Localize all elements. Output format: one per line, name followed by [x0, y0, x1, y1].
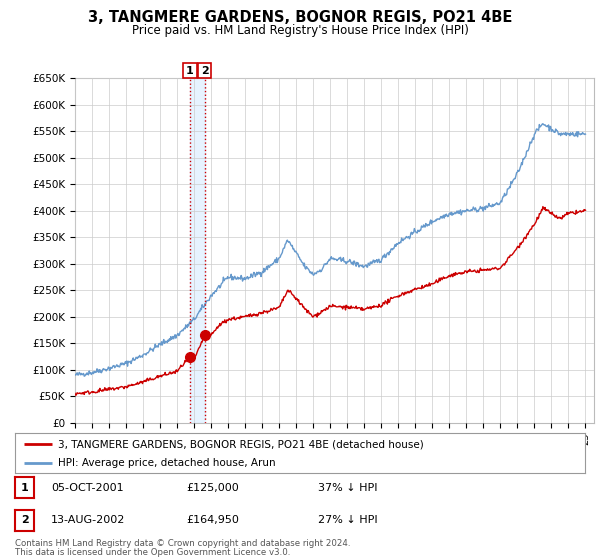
Text: 13-AUG-2002: 13-AUG-2002 — [51, 515, 125, 525]
Text: 1: 1 — [186, 66, 194, 76]
Text: HPI: Average price, detached house, Arun: HPI: Average price, detached house, Arun — [58, 458, 275, 468]
Text: 37% ↓ HPI: 37% ↓ HPI — [318, 483, 377, 493]
Text: 05-OCT-2001: 05-OCT-2001 — [51, 483, 124, 493]
Bar — [190, 78, 205, 423]
Text: This data is licensed under the Open Government Licence v3.0.: This data is licensed under the Open Gov… — [15, 548, 290, 557]
Text: 27% ↓ HPI: 27% ↓ HPI — [318, 515, 377, 525]
Text: 3, TANGMERE GARDENS, BOGNOR REGIS, PO21 4BE (detached house): 3, TANGMERE GARDENS, BOGNOR REGIS, PO21 … — [58, 439, 424, 449]
Text: £125,000: £125,000 — [186, 483, 239, 493]
Text: £164,950: £164,950 — [186, 515, 239, 525]
Text: 2: 2 — [21, 515, 28, 525]
Text: Contains HM Land Registry data © Crown copyright and database right 2024.: Contains HM Land Registry data © Crown c… — [15, 539, 350, 548]
Text: 3, TANGMERE GARDENS, BOGNOR REGIS, PO21 4BE: 3, TANGMERE GARDENS, BOGNOR REGIS, PO21 … — [88, 10, 512, 25]
Text: 1: 1 — [21, 483, 28, 493]
Text: 2: 2 — [201, 66, 209, 76]
Text: Price paid vs. HM Land Registry's House Price Index (HPI): Price paid vs. HM Land Registry's House … — [131, 24, 469, 37]
